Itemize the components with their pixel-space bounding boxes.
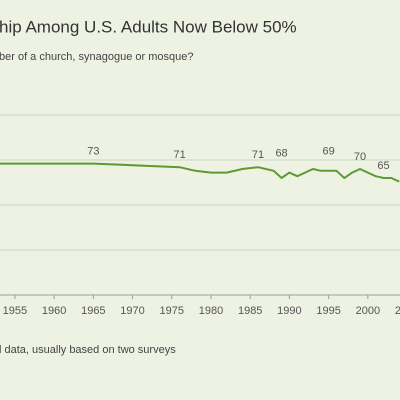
x-tick-label: 1960 <box>42 305 66 317</box>
data-label: 68 <box>275 148 287 160</box>
x-tick-label: 1980 <box>199 305 223 317</box>
data-label: 71 <box>252 149 264 161</box>
x-tick-label: 1975 <box>160 305 184 317</box>
x-tick-label: 2000 <box>356 305 380 317</box>
data-label: 71 <box>173 149 185 161</box>
data-label: 65 <box>377 160 389 172</box>
chart-note: l data, usually based on two surveys <box>0 344 176 356</box>
data-label: 69 <box>323 146 335 158</box>
chart-subtitle: ber of a church, synagogue or mosque? <box>0 51 193 63</box>
x-tick-label: 1985 <box>238 305 262 317</box>
x-tick-label: 1990 <box>277 305 301 317</box>
data-label: 70 <box>354 151 366 163</box>
x-tick-label: 1970 <box>120 305 144 317</box>
data-label: 73 <box>87 146 99 158</box>
x-tick-label: 1965 <box>81 305 105 317</box>
x-tick-label: 2005 <box>395 305 400 317</box>
x-tick-label: 1995 <box>316 305 340 317</box>
data-line <box>0 162 400 183</box>
chart-title: hip Among U.S. Adults Now Below 50% <box>0 17 297 36</box>
x-tick-label: 1955 <box>3 305 27 317</box>
